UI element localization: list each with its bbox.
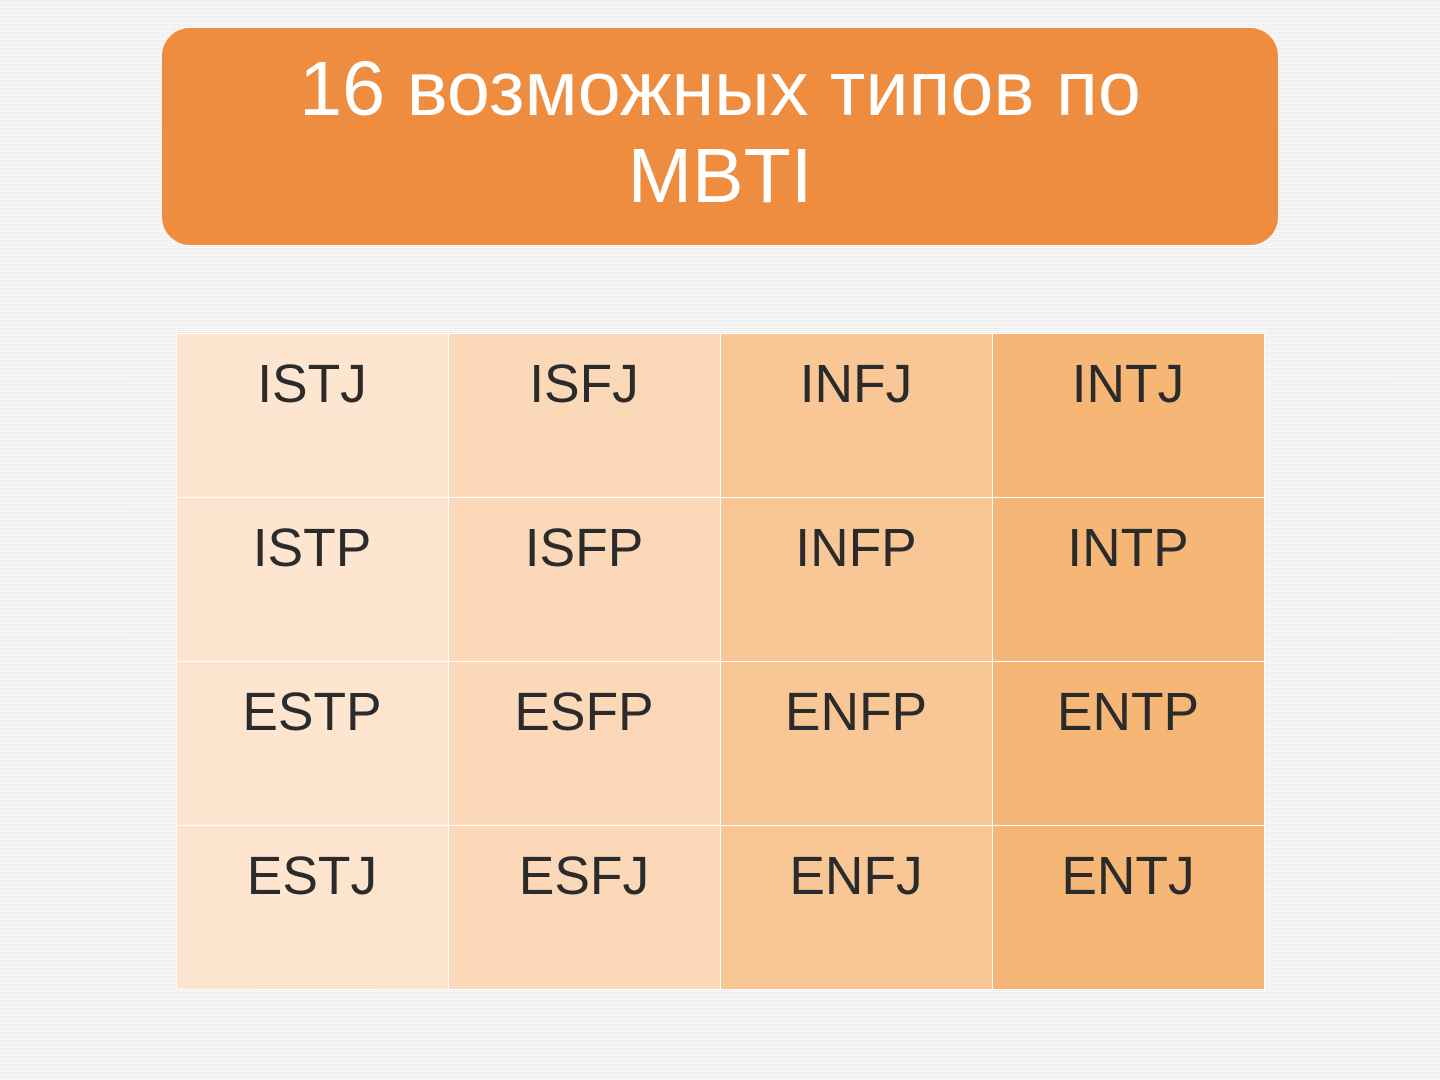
table-cell: ENTJ (992, 826, 1264, 990)
table-cell: INTJ (992, 334, 1264, 498)
title-line-1: 16 возможных типов по (299, 46, 1141, 132)
table-cell: ISFJ (448, 334, 720, 498)
mbti-table: ISTJISFJINFJINTJISTPISFPINFPINTPESTPESFP… (176, 333, 1265, 990)
table-cell: ESFP (448, 662, 720, 826)
mbti-table-container: ISTJISFJINFJINTJISTPISFPINFPINTPESTPESFP… (176, 333, 1265, 990)
title-box: 16 возможных типов по MBTI (162, 28, 1278, 245)
table-cell: ESTJ (176, 826, 448, 990)
table-cell: ISFP (448, 498, 720, 662)
title-line-2: MBTI (628, 133, 813, 219)
table-cell: INTP (992, 498, 1264, 662)
table-cell: ENFJ (720, 826, 992, 990)
table-row: ESTJESFJENFJENTJ (176, 826, 1264, 990)
table-cell: ISTP (176, 498, 448, 662)
table-cell: INFP (720, 498, 992, 662)
table-cell: ESTP (176, 662, 448, 826)
table-cell: ESFJ (448, 826, 720, 990)
mbti-table-body: ISTJISFJINFJINTJISTPISFPINFPINTPESTPESFP… (176, 334, 1264, 990)
table-cell: INFJ (720, 334, 992, 498)
table-cell: ENFP (720, 662, 992, 826)
table-cell: ENTP (992, 662, 1264, 826)
table-row: ESTPESFPENFPENTP (176, 662, 1264, 826)
table-row: ISTPISFPINFPINTP (176, 498, 1264, 662)
table-cell: ISTJ (176, 334, 448, 498)
table-row: ISTJISFJINFJINTJ (176, 334, 1264, 498)
